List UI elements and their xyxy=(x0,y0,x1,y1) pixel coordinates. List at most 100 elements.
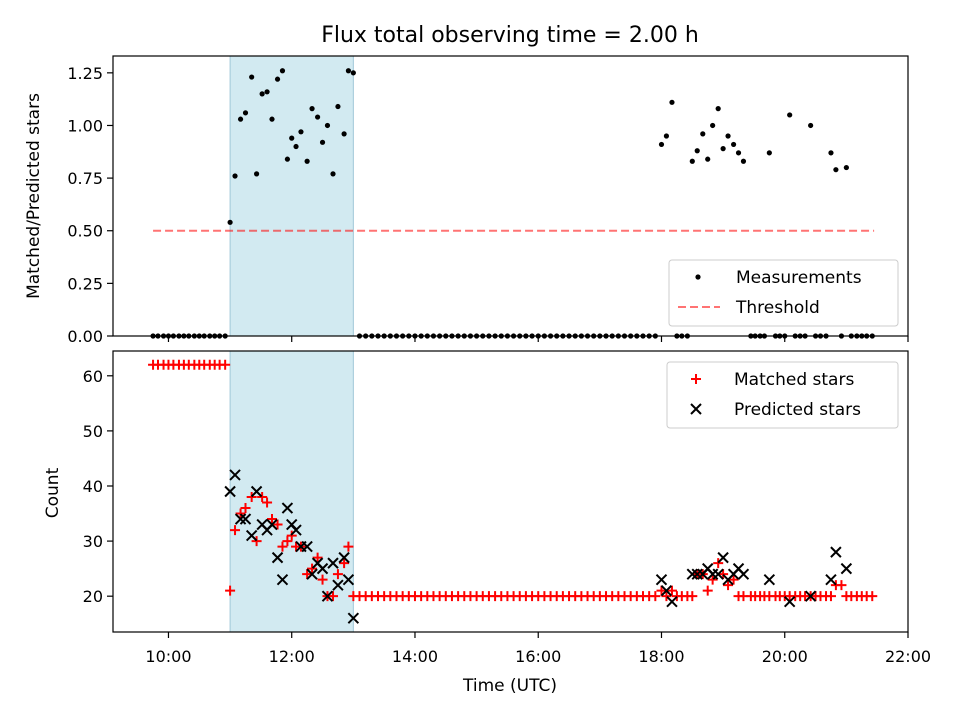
predicted-star-point xyxy=(763,573,776,586)
measurement-point xyxy=(253,171,260,177)
predicted-star-point xyxy=(338,551,350,564)
matched-star-point xyxy=(728,574,739,585)
measurement-point xyxy=(843,164,849,171)
measurement-point xyxy=(694,148,700,154)
measurement-point xyxy=(828,150,834,156)
matched-star-point xyxy=(257,492,268,503)
matched-star-point xyxy=(836,580,847,591)
measurement-point xyxy=(274,76,281,82)
measurement-point xyxy=(319,139,326,145)
x-tick-label: 12:00 xyxy=(269,647,315,666)
matched-star-point xyxy=(235,508,246,519)
y-tick-label: 50 xyxy=(83,422,103,441)
measurement-point xyxy=(345,68,352,74)
measurement-point xyxy=(735,150,742,156)
predicted-star-point xyxy=(234,513,247,525)
matched-star-point xyxy=(282,536,293,547)
matched-star-point xyxy=(225,585,236,596)
y-tick-label: 20 xyxy=(83,587,103,606)
measurement-point xyxy=(315,114,321,120)
x-axis-label: Time (UTC) xyxy=(462,676,557,696)
matched-star-point xyxy=(687,591,698,602)
measurement-point xyxy=(227,219,233,225)
measurement-point xyxy=(689,158,695,164)
matched-star-point xyxy=(277,541,288,552)
x-tick-label: 10:00 xyxy=(145,647,191,666)
matched-star-point xyxy=(702,585,713,596)
measurement-point xyxy=(766,150,772,156)
x-tick-label: 22:00 xyxy=(885,647,931,666)
y-tick-label: 1.00 xyxy=(67,116,103,135)
predicted-star-point xyxy=(686,568,699,580)
measurement-point xyxy=(237,116,244,122)
predicted-star-point xyxy=(271,551,284,564)
predicted-star-point xyxy=(825,573,837,586)
measurement-point xyxy=(309,106,315,112)
predicted-star-point xyxy=(229,469,241,481)
matched-star-point xyxy=(272,519,283,530)
matched-star-point xyxy=(867,591,878,602)
measurement-point xyxy=(264,89,270,95)
matched-star-point xyxy=(312,552,323,563)
matched-star-point xyxy=(718,569,729,580)
matched-star-point xyxy=(240,503,251,514)
matched-star-point xyxy=(661,591,672,602)
predicted-star-point xyxy=(301,540,313,553)
predicted-star-point xyxy=(660,584,673,597)
predicted-star-point xyxy=(276,573,289,586)
matched-star-point xyxy=(713,558,724,569)
measurement-point xyxy=(658,141,665,148)
legend-label: Matched stars xyxy=(734,370,854,390)
predicted-star-point xyxy=(239,513,252,525)
y-tick-label: 0.75 xyxy=(67,169,103,188)
axes-frame xyxy=(112,55,909,337)
measurement-point xyxy=(232,173,238,179)
measurement-point xyxy=(669,99,675,105)
predicted-star-point xyxy=(717,551,729,564)
measurement-point xyxy=(298,129,304,135)
predicted-star-point xyxy=(321,590,334,602)
predicted-star-point xyxy=(332,579,344,591)
matched-star-point xyxy=(723,580,734,591)
predicted-star-point xyxy=(840,562,853,575)
predicted-star-point xyxy=(281,502,294,514)
predicted-star-point xyxy=(342,573,355,586)
matched-star-point xyxy=(650,591,661,602)
predicted-star-point xyxy=(804,590,817,602)
measurement-point xyxy=(242,110,249,116)
legend-marker-predicted xyxy=(690,403,702,415)
y-tick-label: 30 xyxy=(83,532,103,551)
y-tick-label: 60 xyxy=(83,367,103,386)
x-tick-label: 18:00 xyxy=(638,647,684,666)
measurement-point xyxy=(341,131,347,137)
axes-frame xyxy=(112,350,909,633)
measurement-point xyxy=(269,116,275,122)
matched-star-point xyxy=(230,525,241,536)
measurement-point xyxy=(705,156,711,162)
top-legend: Measurements Threshold xyxy=(668,259,899,327)
bottom-legend: Matched stars Predicted stars xyxy=(666,361,899,429)
matched-star-point xyxy=(328,591,339,602)
legend-label: Measurements xyxy=(736,268,862,288)
predicted-star-point xyxy=(737,568,750,580)
measurement-point xyxy=(808,122,814,129)
predicted-star-point xyxy=(250,485,263,498)
measurement-point xyxy=(700,131,706,137)
measurement-point xyxy=(833,167,839,173)
shaded-region xyxy=(229,55,354,337)
predicted-star-point xyxy=(666,595,678,608)
predicted-star-point xyxy=(712,568,724,580)
measurement-point xyxy=(787,112,793,118)
predicted-star-point xyxy=(830,546,842,558)
top-panel: 0.00 0.25 0.50 0.75 1.00 1.25 Measurements Thre… xyxy=(67,55,909,346)
y-tick-label: 1.25 xyxy=(67,64,103,83)
legend-marker-measurements xyxy=(695,274,701,280)
chart-title: Flux total observing time = 2.00 h xyxy=(321,23,699,48)
measurement-point xyxy=(720,146,726,152)
predicted-star-point xyxy=(655,573,668,586)
legend-label: Threshold xyxy=(735,298,820,318)
matched-star-point xyxy=(262,497,273,508)
y-tick-label: 0.25 xyxy=(67,274,103,293)
